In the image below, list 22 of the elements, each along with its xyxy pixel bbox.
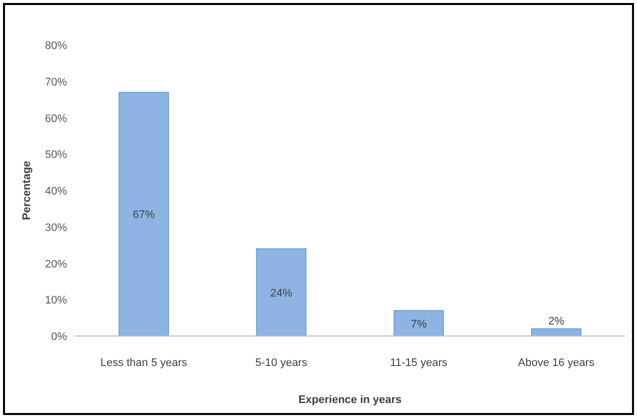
data-label: 67%: [132, 209, 155, 222]
y-tick-label: 20%: [44, 258, 68, 270]
y-tick-label: 40%: [44, 186, 68, 198]
y-tick-label: 30%: [44, 222, 68, 234]
y-axis-title: Percentage: [21, 160, 33, 220]
x-tick-label: 5-10 years: [255, 357, 308, 369]
y-tick-label: 0%: [51, 331, 68, 343]
y-tick-label: 80%: [44, 40, 68, 52]
x-tick-label: 11-15 years: [390, 357, 448, 369]
y-tick-label: 60%: [44, 112, 68, 125]
x-tick-label: Above 16 years: [518, 357, 595, 369]
y-tick-label: 50%: [44, 149, 68, 162]
y-tick-label: 70%: [44, 76, 68, 88]
data-label: 7%: [410, 318, 427, 330]
bar: [256, 248, 306, 336]
bar: [394, 310, 444, 336]
y-tick-label: 10%: [44, 294, 68, 307]
x-axis-title: Experience in years: [298, 394, 402, 406]
x-tick-label: Less than 5 years: [100, 357, 188, 369]
data-label: 2%: [548, 316, 564, 328]
bar: [118, 92, 169, 336]
data-label: 24%: [270, 287, 292, 300]
